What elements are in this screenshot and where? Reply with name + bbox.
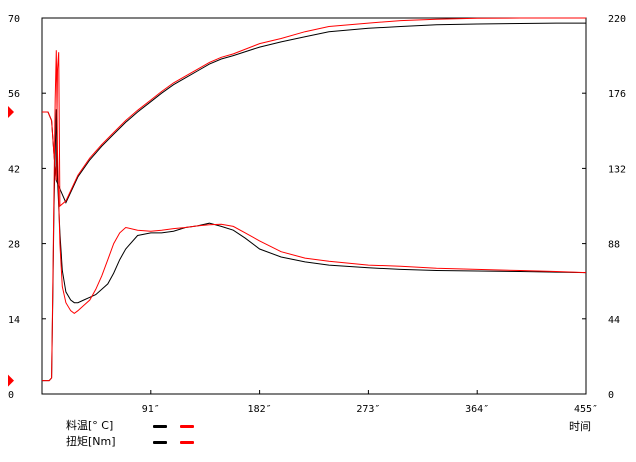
right-tick-label: 0 [608, 390, 614, 401]
right-tick-label: 132 [608, 164, 626, 175]
x-tick-label: 364″ [465, 404, 489, 415]
series-line-left-axis [42, 50, 587, 382]
chart-markers [8, 106, 14, 387]
left-tick-label: 56 [8, 89, 20, 100]
legend-swatch-temperature-black [153, 425, 167, 428]
legend-swatch-torque-black [153, 441, 167, 444]
legend-item-torque: 扭矩[Nm] [66, 435, 116, 449]
x-tick-label: 455″ [574, 404, 598, 415]
series-line-right-axis [42, 17, 586, 208]
left-tick-label: 70 [8, 14, 20, 25]
series-line-left-axis [42, 109, 587, 382]
level-marker-triangle [8, 106, 14, 118]
x-axis-title: 时间 [569, 420, 591, 433]
left-tick-label: 28 [8, 240, 20, 251]
x-tick-label: 273″ [356, 404, 380, 415]
right-tick-label: 88 [608, 240, 620, 251]
right-tick-label: 220 [608, 14, 626, 25]
plot-frame [41, 17, 587, 395]
right-tick-label: 176 [608, 89, 626, 100]
legend-item-temperature: 料温[° C] [66, 419, 113, 433]
legend-label-temperature: 料温[° C] [66, 419, 114, 432]
x-tick-label: 91″ [142, 404, 160, 415]
left-tick-label: 0 [8, 390, 14, 401]
chart-axes: 0 14 28 42 56 70 0 44 88 132 176 220 91″ 182″ 273″ 364″… [8, 14, 626, 415]
left-tick-label: 42 [8, 164, 20, 175]
legend-label-torque: 扭矩[Nm] [66, 435, 116, 448]
series-line-right-axis [42, 22, 586, 204]
right-tick-label: 44 [608, 315, 620, 326]
left-tick-label: 14 [8, 315, 20, 326]
legend-swatch-temperature-red [180, 425, 194, 428]
x-tick-label: 182″ [248, 404, 272, 415]
level-marker-triangle [8, 374, 14, 387]
legend-swatch-torque-red [180, 441, 194, 444]
chart-series [42, 17, 587, 382]
